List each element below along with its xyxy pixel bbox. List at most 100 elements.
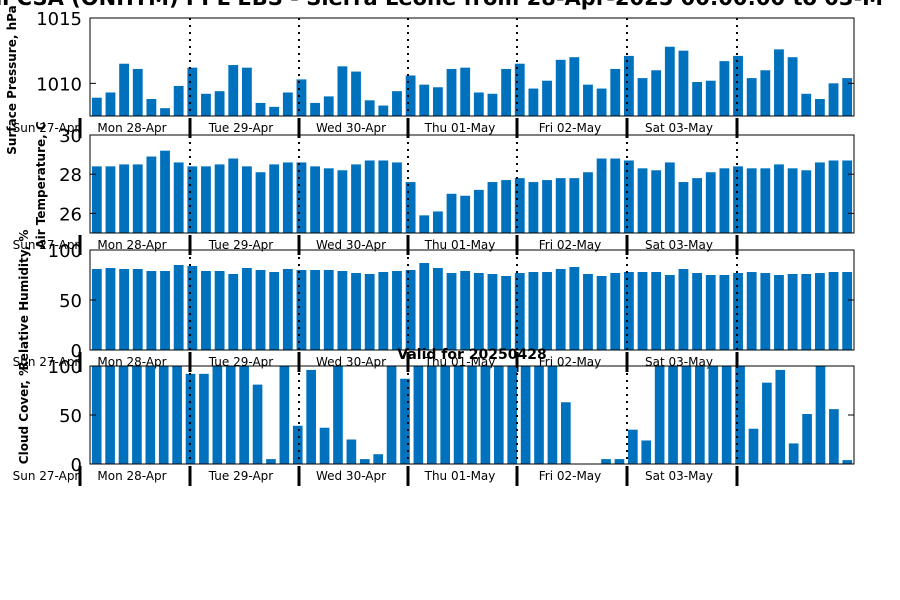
bar xyxy=(359,459,370,464)
bar xyxy=(774,49,784,116)
bar xyxy=(719,275,730,350)
bar xyxy=(228,158,239,233)
bar xyxy=(760,168,771,233)
bar xyxy=(555,269,566,350)
bar xyxy=(419,263,430,350)
bar xyxy=(651,170,662,233)
bar xyxy=(146,271,157,350)
bar xyxy=(91,97,102,116)
bar xyxy=(664,275,675,350)
bar xyxy=(323,96,334,116)
bar xyxy=(201,166,211,233)
bar xyxy=(105,92,116,116)
bar xyxy=(405,182,416,233)
bar xyxy=(681,366,692,464)
bar xyxy=(419,215,430,233)
x-tick-label: Tue 29-Apr xyxy=(208,469,273,483)
bar xyxy=(695,366,705,464)
bar xyxy=(528,88,539,116)
bar xyxy=(296,162,307,233)
bar xyxy=(746,168,757,233)
bar xyxy=(774,164,784,233)
bar xyxy=(514,63,525,116)
x-tick-label: Mon 28-Apr xyxy=(97,121,166,135)
bar xyxy=(228,65,239,116)
bar xyxy=(583,84,593,116)
bar xyxy=(105,166,116,233)
figure-title: al CSA (ONHTM) PPL EBS - Sierra Leone fr… xyxy=(0,0,900,10)
bar xyxy=(426,366,437,464)
bar xyxy=(187,166,198,233)
bar xyxy=(623,272,634,350)
bar xyxy=(828,272,839,350)
bar xyxy=(446,273,457,350)
bar xyxy=(105,268,116,350)
bar xyxy=(158,366,169,464)
bar xyxy=(173,265,184,350)
bar xyxy=(386,366,397,464)
bar xyxy=(473,273,484,350)
y-tick-label: 0 xyxy=(71,341,82,362)
bar xyxy=(460,195,471,233)
bar xyxy=(373,454,383,464)
bar xyxy=(337,271,348,350)
bar xyxy=(547,366,558,464)
bar xyxy=(775,369,786,464)
bar xyxy=(735,366,745,464)
x-tick-label: Wed 30-Apr xyxy=(316,238,386,252)
x-tick-label: Mon 28-Apr xyxy=(97,469,166,483)
bar xyxy=(528,182,539,233)
x-tick-label: Thu 01-May xyxy=(424,238,496,252)
bar xyxy=(802,414,812,464)
x-tick-label: Sat 03-May xyxy=(645,238,713,252)
bar xyxy=(514,178,525,233)
bar xyxy=(392,91,402,116)
bar xyxy=(628,429,638,464)
bar xyxy=(569,57,580,116)
bar xyxy=(351,71,361,116)
bar xyxy=(199,373,209,464)
y-axis-label: Surface Pressure, hPa xyxy=(5,5,19,154)
bar xyxy=(842,78,853,116)
y-tick-label: 50 xyxy=(59,406,82,427)
x-tick-label: Mon 28-Apr xyxy=(97,238,166,252)
bar xyxy=(719,168,730,233)
bar xyxy=(266,459,276,464)
bar xyxy=(692,273,703,350)
bar xyxy=(787,57,798,116)
bar xyxy=(801,274,812,350)
bar xyxy=(255,172,266,233)
bar xyxy=(432,87,443,116)
bar xyxy=(337,66,348,116)
bar xyxy=(105,366,115,464)
bar xyxy=(501,180,512,233)
bar xyxy=(664,162,675,233)
x-tick-label: Sun 27-Apr xyxy=(13,238,80,252)
bar xyxy=(214,271,225,350)
y-tick-label: 1015 xyxy=(36,9,82,30)
bar xyxy=(460,67,471,116)
bar xyxy=(432,268,443,350)
bar xyxy=(252,384,263,464)
bar xyxy=(319,427,330,464)
bar xyxy=(255,270,266,350)
plot-frame xyxy=(89,17,855,117)
y-tick-label: 100 xyxy=(48,241,82,262)
bar xyxy=(460,271,471,350)
bar xyxy=(555,178,566,233)
bar xyxy=(255,102,266,116)
bar xyxy=(405,75,416,116)
bar xyxy=(310,166,321,233)
bar xyxy=(814,99,825,116)
bar xyxy=(160,150,170,233)
bar xyxy=(364,160,375,233)
bar xyxy=(596,88,607,116)
x-tick-label: Fri 02-May xyxy=(539,121,602,135)
bar xyxy=(828,160,839,233)
bar xyxy=(306,369,316,464)
bar xyxy=(721,366,732,464)
x-tick-label: Wed 30-Apr xyxy=(316,469,386,483)
bar xyxy=(601,459,611,464)
bar xyxy=(241,67,252,116)
